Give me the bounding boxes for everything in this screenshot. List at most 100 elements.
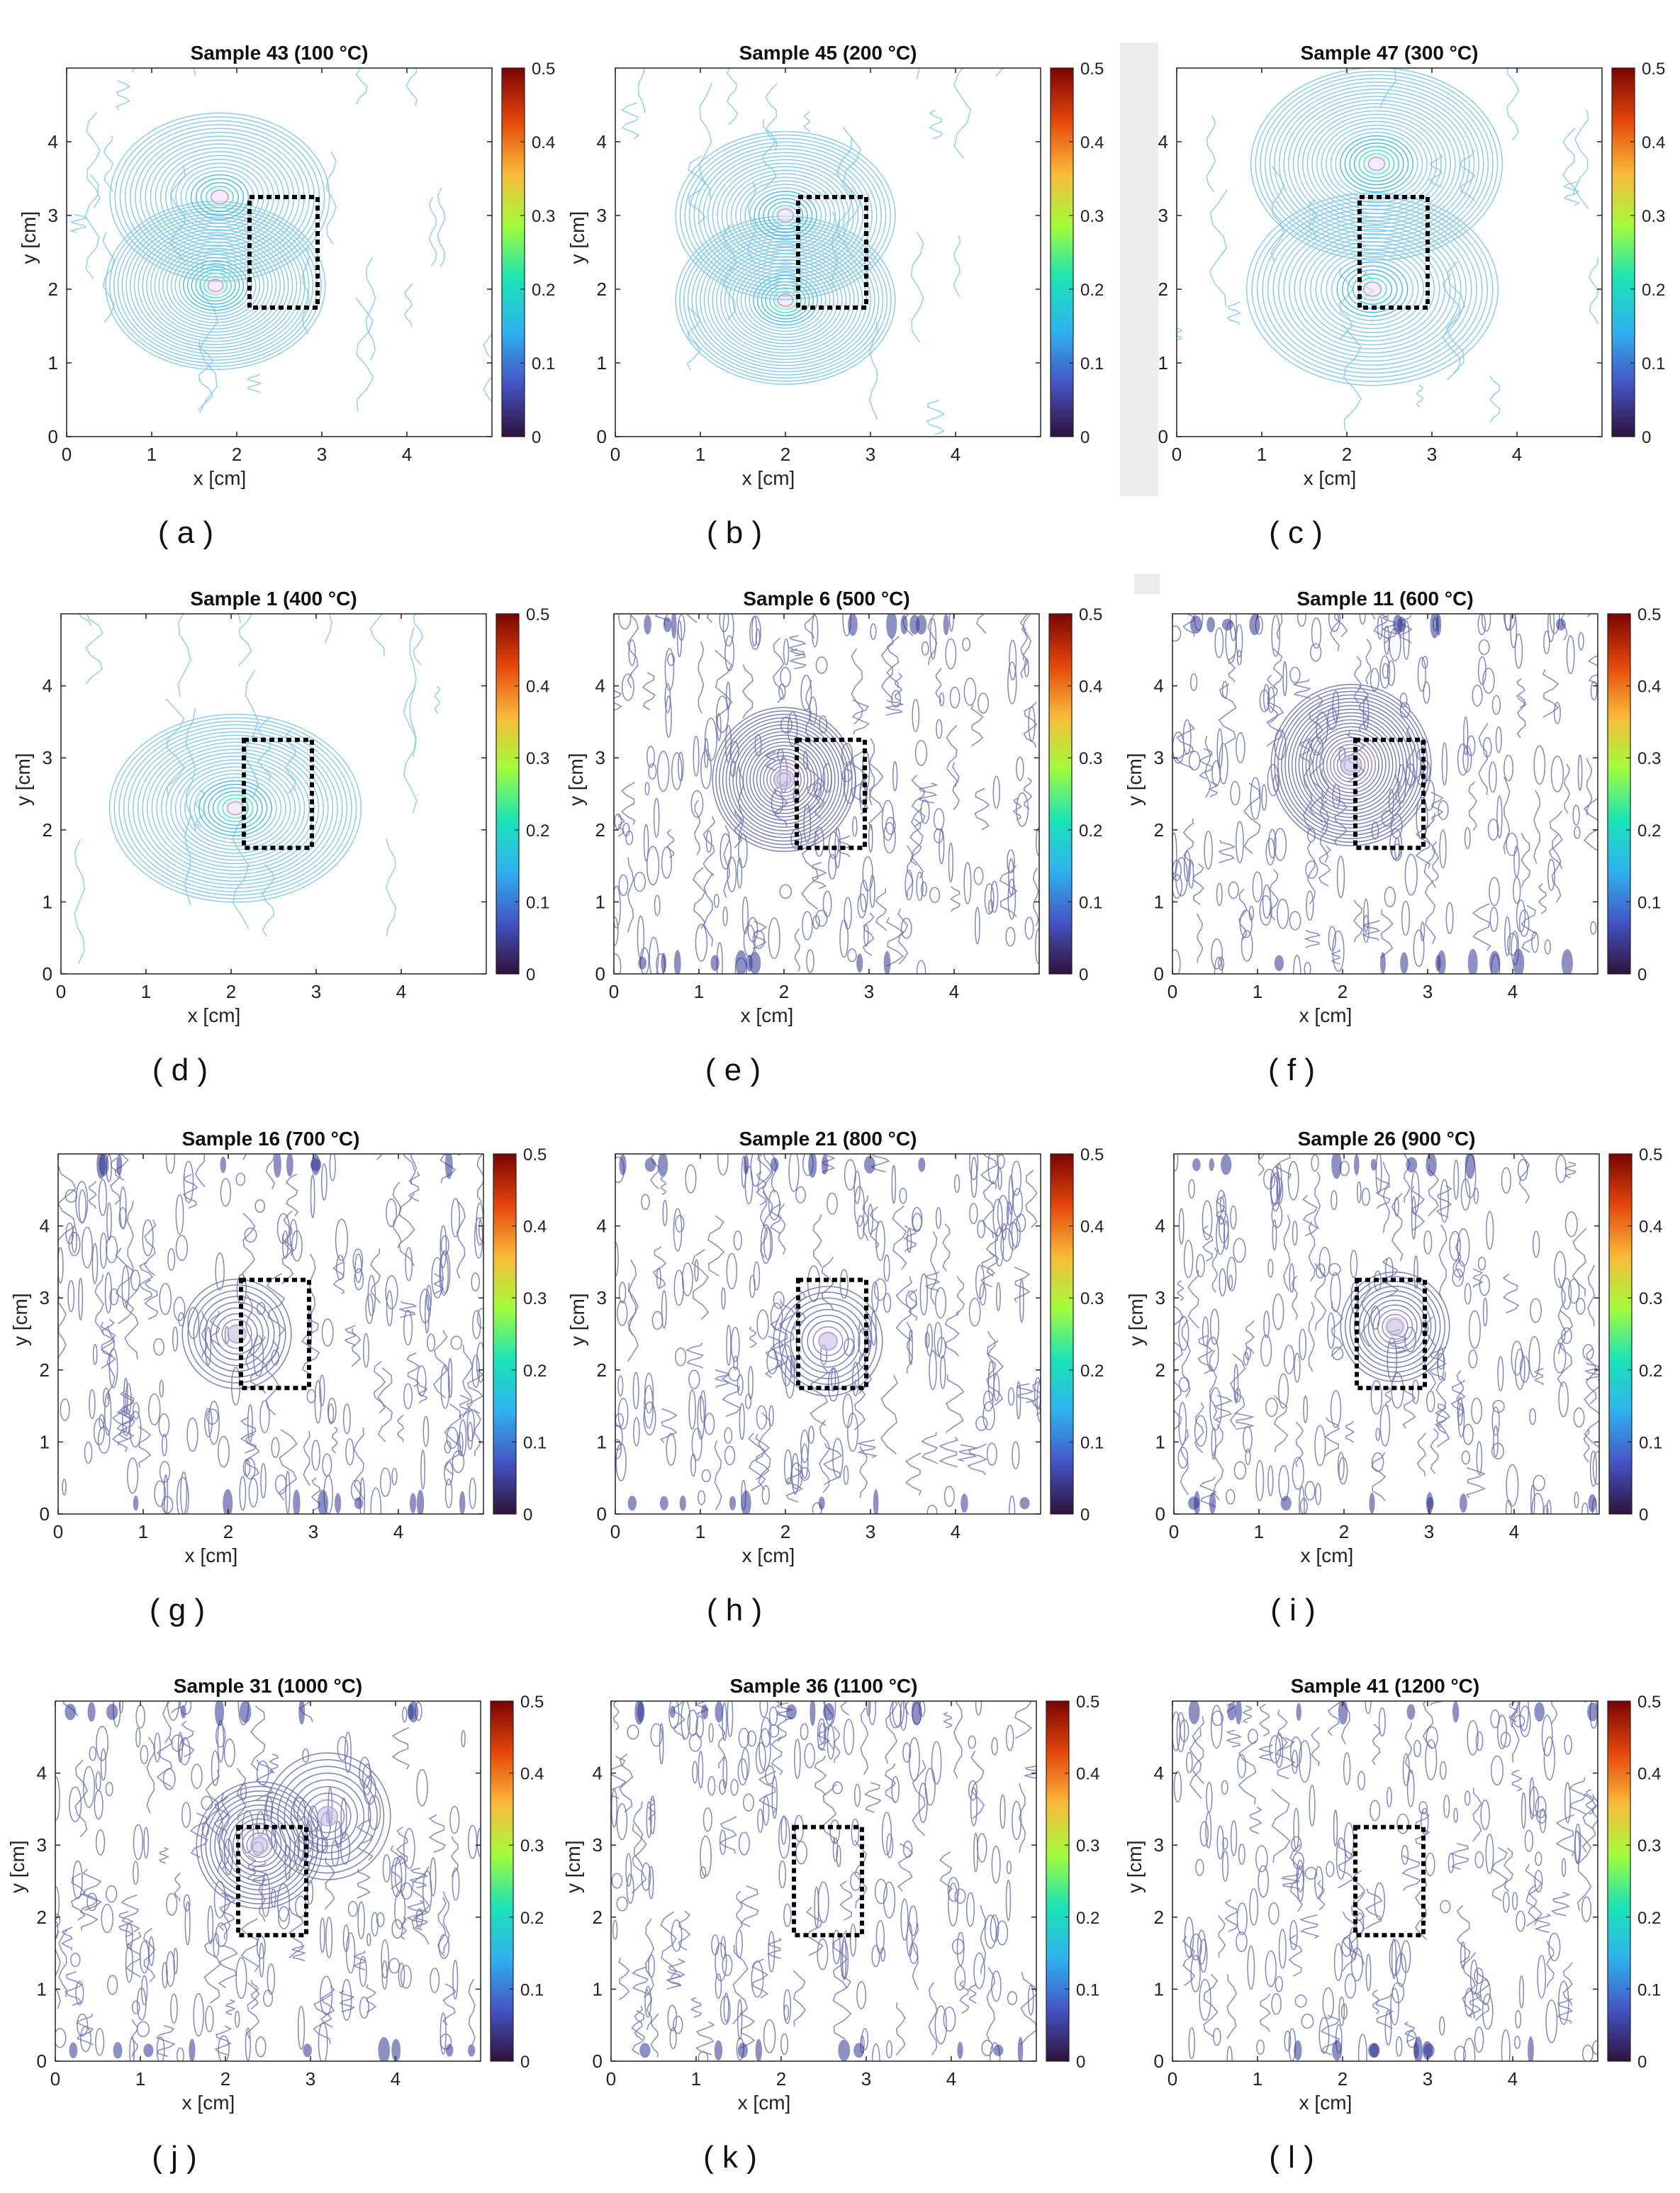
contour-line [1365,639,1372,685]
contour-line [953,235,961,298]
contour-blob [1271,615,1281,657]
contour-line [856,1439,878,1459]
hotspot-contour [1262,204,1483,374]
contour-blob [1289,1919,1298,1951]
contour-blob [912,1213,922,1231]
contour-line [942,1712,953,1729]
contour-blob [1553,702,1561,724]
contour-line [690,1997,702,2018]
contour-blob [1294,1995,1307,2008]
contour-line [1020,628,1029,679]
contour-blob [912,699,920,732]
contour-blob [223,1738,235,1768]
contour-blob [667,2004,678,2031]
edge-blob [180,1705,186,1719]
edge-blob [741,1490,751,1514]
contour-line [1189,1728,1202,1800]
contour-blob [674,1347,687,1367]
contour-line [1416,1432,1426,1476]
contour-blob [661,846,673,879]
contour-blob [1480,1799,1490,1830]
contour-blob [1391,1372,1404,1409]
edge-blob [1400,952,1409,974]
contour-line [437,186,446,267]
colorbar-tick-label: 0.1 [526,893,549,912]
contour-blob [761,1485,770,1505]
contour-blob [648,1954,655,1978]
contour-line [698,641,705,714]
contour-blob [948,842,954,882]
contour-line [370,1248,381,1303]
contour-blob [742,1793,755,1812]
contour-blob [1304,1481,1316,1501]
contour-line [884,699,905,716]
edge-blob [1406,1704,1416,1720]
contour-blob [737,1999,743,2040]
contour-blob [231,1367,241,1406]
contour-blob [91,1243,99,1284]
contour-blob [707,1776,716,1796]
edge-blob [848,614,858,636]
y-tick-label: 2 [40,1359,50,1381]
contour-blob [1482,1993,1494,2030]
contour-blob [204,1408,213,1437]
hotspot-contour [773,1286,883,1397]
colorbar-tick-label: 0.3 [526,749,549,768]
y-tick-label: 2 [1154,819,1164,841]
contour-line [1280,1873,1300,1890]
contour-blob [159,1379,164,1398]
contour-line [892,1206,907,1270]
contour-line [897,908,909,965]
hotspot-core [1366,153,1387,174]
contour-blob [817,1938,829,1970]
contour-blob [704,738,709,768]
contour-blob [359,1996,369,2019]
contour-line [862,912,875,956]
contour-blob [340,1832,351,1865]
contour-line [365,257,376,361]
contour-line [897,1843,914,1892]
contour-line [717,1723,726,1768]
colorbar-tick-label: 0 [1642,428,1651,447]
contour-blob [1379,655,1391,689]
contour-blob [1568,1278,1580,1304]
contour-blob [788,1154,800,1192]
colorbar [490,1700,514,2062]
contour-blob [1518,1975,1525,2009]
x-tick-label: 4 [402,444,412,465]
contour-line [1584,1378,1599,1449]
contour-blob [1543,630,1550,655]
contour-line [1511,1769,1523,1792]
contour-blob [1252,871,1263,902]
contour-line [1525,1864,1543,1927]
contour-line [84,174,100,279]
contour-line [86,112,101,208]
contour-line [456,1201,466,1279]
contour-line [1375,1177,1391,1209]
contour-blob [1178,1401,1187,1446]
y-tick-label: 0 [597,426,607,447]
contour-line [1533,1367,1545,1386]
hotspot-contour [1320,249,1425,330]
contour-line [1546,1940,1555,1987]
x-tick-label: 3 [1423,2068,1433,2090]
contour-blob [724,1445,736,1466]
contour-blob [278,1906,291,1929]
contour-line [794,928,801,972]
colorbar-tick-label: 0 [526,965,535,985]
hotspot-contour [1294,708,1408,821]
hotspot-contour [715,710,853,849]
contour-line [390,1845,403,1890]
contour-line [1521,833,1530,888]
contour-blob [122,1406,130,1437]
contour-blob [1188,2027,1195,2060]
colorbar-tick-label: 0.2 [532,281,555,300]
contour-blob [257,1935,266,1959]
contour-line [714,1369,731,1389]
contour-line [621,102,640,140]
contour-blob [770,1302,783,1330]
contour-blob [1306,828,1316,843]
contour-blob [366,1933,371,1947]
contour-blob [1426,1726,1438,1749]
hotspot-contour [1309,722,1394,808]
